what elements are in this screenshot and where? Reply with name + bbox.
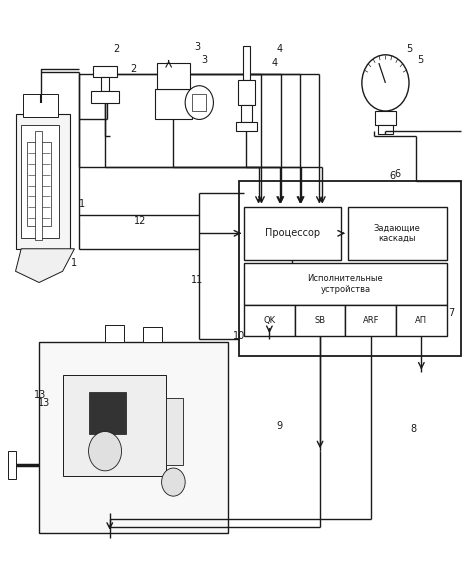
Text: 2: 2	[130, 64, 137, 74]
Text: 13: 13	[35, 390, 46, 400]
Bar	[238, 80, 255, 106]
Bar	[21, 125, 59, 237]
Bar	[243, 46, 250, 80]
Bar	[91, 92, 119, 103]
Bar	[105, 325, 124, 341]
Text: 7: 7	[448, 308, 455, 319]
Circle shape	[162, 468, 185, 496]
Text: 5: 5	[406, 44, 412, 54]
Bar	[27, 142, 51, 226]
Text: АП: АП	[415, 316, 428, 325]
Text: 6: 6	[390, 171, 396, 181]
Bar	[244, 263, 447, 305]
Circle shape	[89, 432, 121, 471]
Bar	[93, 66, 117, 77]
Text: 2: 2	[114, 44, 120, 54]
Text: 1: 1	[72, 258, 77, 268]
Text: 9: 9	[276, 421, 283, 431]
Bar	[155, 89, 192, 119]
Bar	[9, 451, 16, 479]
Text: QK: QK	[264, 316, 275, 325]
Bar	[295, 305, 346, 336]
Bar	[16, 114, 70, 249]
Text: 6: 6	[394, 169, 400, 179]
Bar	[236, 122, 257, 131]
Bar	[63, 375, 166, 476]
Bar	[378, 125, 392, 133]
Bar	[39, 341, 228, 533]
Text: 12: 12	[134, 216, 146, 225]
Text: Процессор: Процессор	[265, 228, 320, 238]
Bar	[244, 207, 341, 260]
Text: ARF: ARF	[363, 316, 379, 325]
Bar	[89, 392, 126, 434]
Text: Исполнительные
устройства: Исполнительные устройства	[308, 274, 383, 294]
Bar	[157, 63, 190, 89]
Text: 11: 11	[191, 275, 203, 285]
Text: 8: 8	[410, 424, 417, 434]
Text: 5: 5	[418, 55, 424, 66]
Circle shape	[185, 86, 213, 119]
Text: 4: 4	[276, 44, 283, 54]
Bar	[241, 106, 252, 122]
Bar	[192, 94, 206, 111]
Text: 10: 10	[233, 331, 246, 341]
Text: 4: 4	[272, 58, 278, 68]
Text: 1: 1	[79, 199, 85, 209]
Text: SB: SB	[314, 316, 326, 325]
Text: 3: 3	[194, 42, 200, 53]
Bar	[396, 305, 447, 336]
Polygon shape	[16, 249, 74, 282]
Bar	[143, 328, 162, 341]
Bar	[23, 94, 58, 116]
Bar	[348, 207, 447, 260]
Circle shape	[362, 55, 409, 111]
Bar	[36, 131, 42, 240]
Text: Задающие
каскады: Задающие каскады	[374, 224, 420, 243]
Text: 13: 13	[37, 398, 50, 408]
Bar	[346, 305, 396, 336]
Bar	[166, 398, 183, 465]
Bar	[101, 77, 109, 92]
Bar	[244, 305, 295, 336]
Text: 3: 3	[201, 55, 207, 66]
Bar	[375, 111, 396, 125]
Bar	[239, 181, 461, 355]
